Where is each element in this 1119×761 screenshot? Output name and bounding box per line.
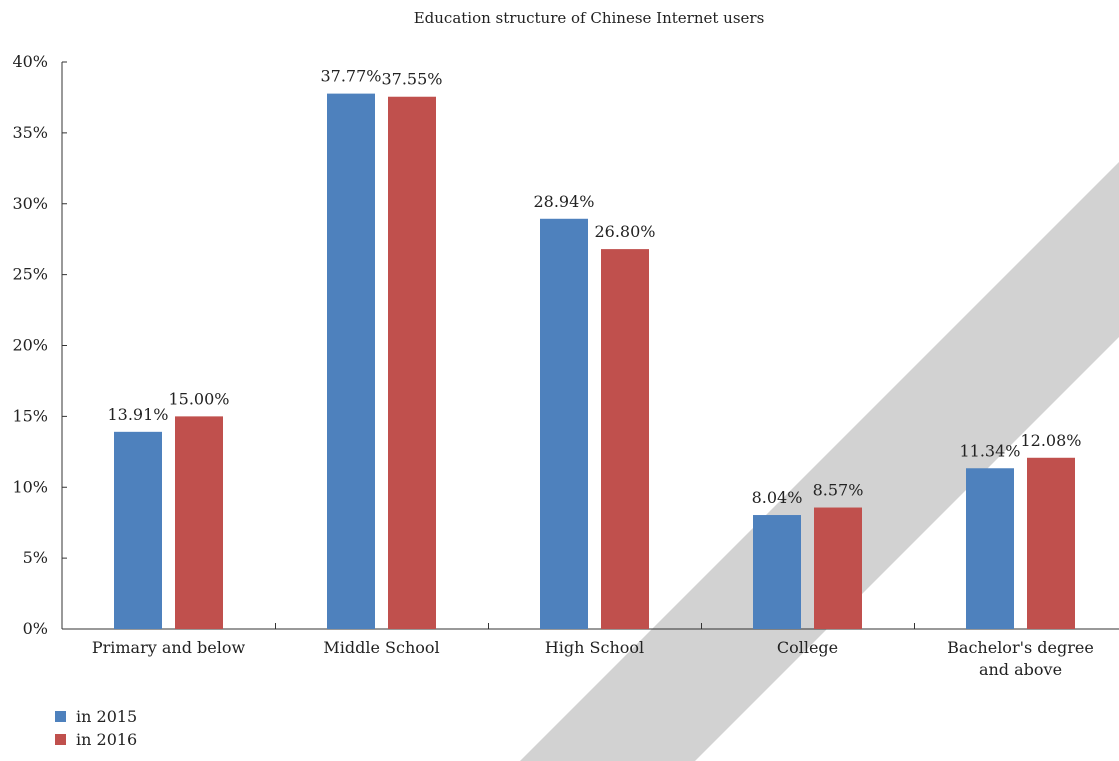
legend-label: in 2016 — [76, 730, 137, 749]
x-category-label: College — [777, 638, 838, 657]
bar — [114, 431, 162, 629]
bar — [327, 93, 375, 630]
bar — [1027, 457, 1075, 629]
y-tick-label: 35% — [12, 123, 48, 142]
x-category-label: Bachelor's degree — [947, 638, 1094, 657]
y-tick-label: 40% — [12, 52, 48, 71]
data-label: 8.04% — [752, 488, 803, 507]
chart-title-group: Education structure of Chinese Internet … — [414, 9, 765, 27]
x-category-label: Middle School — [323, 638, 439, 657]
bar — [175, 416, 223, 629]
legend: in 2015 in 2016 — [55, 707, 137, 749]
data-label: 28.94% — [533, 192, 594, 211]
y-tick-label: 25% — [12, 265, 48, 284]
bar — [966, 468, 1014, 629]
x-category-label: Primary and below — [92, 638, 246, 657]
bar — [601, 249, 649, 630]
legend-label: in 2015 — [76, 707, 137, 726]
chart-title: Education structure of Chinese Internet … — [414, 9, 765, 27]
y-tick-label: 30% — [12, 194, 48, 213]
y-tick-label: 0% — [23, 619, 48, 638]
x-category-label: High School — [545, 638, 644, 657]
bar — [540, 218, 588, 629]
data-label: 15.00% — [168, 389, 229, 408]
y-tick-label: 15% — [12, 406, 48, 425]
data-label: 12.08% — [1020, 431, 1081, 450]
legend-swatch — [55, 734, 66, 745]
data-label: 8.57% — [813, 481, 864, 500]
legend-swatch — [55, 711, 66, 722]
bar — [753, 515, 801, 629]
chart-plot-area: 0% 5% 10% 15% 20% 25% 30% 35% 40% 13.91%15.00% Pri… — [12, 52, 1119, 679]
y-tick-label: 10% — [12, 477, 48, 496]
y-tick-label: 20% — [12, 336, 48, 355]
data-label: 26.80% — [594, 222, 655, 241]
x-category-label: and above — [979, 660, 1062, 679]
y-tick-label: 5% — [23, 548, 48, 567]
data-label: 37.77% — [320, 67, 381, 86]
bar — [388, 96, 436, 629]
bar — [814, 507, 862, 629]
data-label: 11.34% — [959, 441, 1020, 460]
watermark-band — [520, 162, 1119, 761]
data-label: 13.91% — [107, 405, 168, 424]
data-label: 37.55% — [381, 70, 442, 89]
